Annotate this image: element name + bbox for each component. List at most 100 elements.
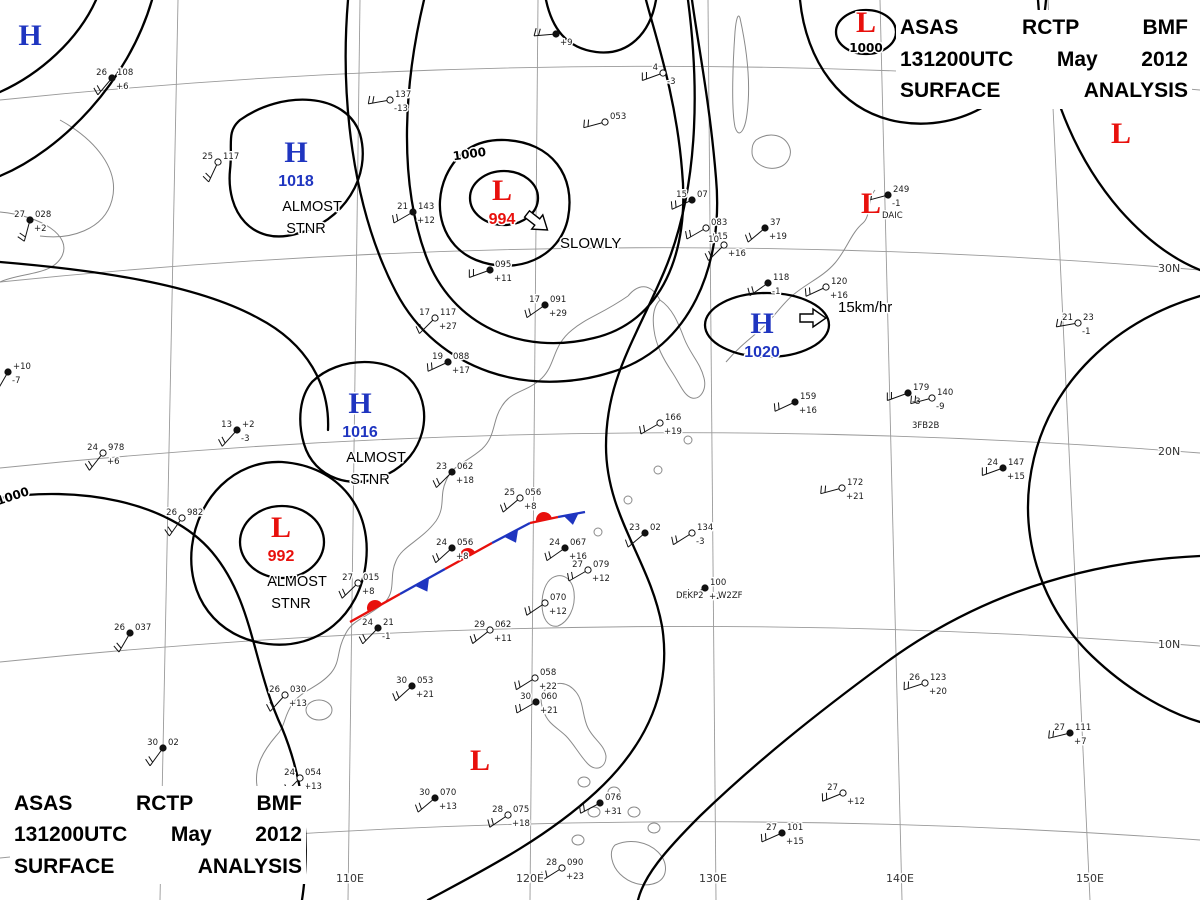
station-circle-icon: [688, 529, 696, 537]
station-circle-icon: [408, 682, 416, 690]
station-circle-icon: [531, 674, 539, 682]
station-plot: 13 +2 -3: [218, 419, 256, 447]
station-circle-icon: [778, 829, 786, 837]
wind-barb-icon: [671, 199, 693, 210]
station-plot: 166+19: [639, 412, 683, 439]
station-pressure: 091: [550, 295, 566, 305]
station-plot: 28 090 +23: [541, 857, 585, 884]
wind-barb-icon: [23, 219, 31, 242]
station-plot: 134-3: [671, 522, 715, 549]
wind-barb-tick-icon: [395, 691, 400, 698]
wind-barb-tick-icon: [96, 85, 102, 92]
wind-barb-icon: [761, 832, 783, 843]
wind-barb-icon: [526, 602, 546, 616]
station-plot: 27 015 +8: [338, 572, 381, 599]
wind-barb-tick-icon: [808, 287, 811, 295]
chart-id: ASAS RCTP BMF: [14, 791, 302, 815]
station-id-label: 3FB2B: [912, 421, 940, 431]
wind-barb-tick-icon: [1048, 730, 1050, 739]
station-plot: 140-9: [910, 387, 955, 414]
wind-barb-icon: [805, 286, 827, 297]
wind-barb-tick-icon: [548, 551, 552, 559]
station-circle-icon: [641, 529, 649, 537]
station-circle-icon: [431, 794, 439, 802]
station-tendency: +11: [494, 274, 512, 284]
wind-barb-tick-icon: [414, 804, 419, 813]
wind-barb-icon: [903, 682, 926, 691]
station-pressure: 07: [697, 190, 708, 200]
wind-barb-icon: [469, 269, 491, 278]
station-tendency: +17: [452, 366, 470, 376]
cold-front-pip: [415, 578, 429, 592]
station-temperature: 17: [529, 295, 540, 305]
title-block-bottom-left: ASAS RCTP BMF 131200UTC May 2012 SURFACE…: [10, 785, 306, 884]
station-tendency: +23: [566, 872, 584, 882]
wind-barb-tick-icon: [1060, 319, 1063, 327]
wind-barb-tick-icon: [824, 485, 827, 493]
station-temperature: 13: [221, 420, 232, 430]
wind-barb-tick-icon: [515, 705, 518, 714]
station-circle-icon: [761, 224, 769, 232]
warm-front-pip: [460, 548, 476, 560]
station-temperature: 25: [504, 488, 515, 498]
station-temperature: 4: [653, 63, 658, 73]
wind-barb-icon: [866, 194, 889, 202]
station-pressure: 118: [773, 273, 789, 283]
wind-barb-tick-icon: [266, 704, 271, 712]
wind-barb-icon: [118, 632, 131, 653]
pressure-symbol: L: [271, 511, 291, 544]
station-circle-icon: [1074, 319, 1082, 327]
station-temperature: 27: [1054, 723, 1065, 733]
pressure-symbol: L: [1111, 117, 1131, 150]
pressure-value: 992: [268, 548, 295, 565]
station-tendency: +16: [728, 249, 746, 259]
station-tendency: +13: [289, 699, 307, 709]
wind-barb-tick-icon: [218, 439, 223, 447]
movement-note: STNR: [286, 221, 325, 237]
wind-barb-tick-icon: [1052, 730, 1055, 738]
station-temperature: 21: [397, 202, 408, 212]
wind-barb-tick-icon: [744, 234, 749, 243]
station-id-label: DAIC: [882, 211, 903, 221]
isobar-label: 1000: [452, 145, 487, 164]
station-temperature: 15: [676, 190, 687, 200]
chart-datetime: 131200UTC May 2012: [14, 823, 302, 846]
station-temperature: 26: [114, 623, 125, 633]
pressure-system-l: L 994: [487, 173, 517, 230]
station-tendency: +7: [1074, 737, 1087, 747]
wind-barb-tick-icon: [499, 504, 504, 513]
warm-front-pip: [536, 512, 552, 522]
wind-barb-tick-icon: [338, 590, 343, 599]
station-plot: 26 982: [164, 507, 205, 537]
wind-barb-tick-icon: [675, 535, 678, 543]
wind-barb-tick-icon: [582, 804, 585, 812]
station-circle-icon: [374, 624, 382, 632]
chart-datetime: 131200UTC May 2012: [900, 47, 1188, 71]
wind-barb-tick-icon: [674, 200, 677, 208]
station-plot: 076+31: [578, 792, 623, 819]
wind-barb-tick-icon: [624, 539, 629, 548]
wind-barb-icon: [419, 317, 436, 334]
pressure-value: 1016: [342, 424, 378, 441]
station-plot: 26 037: [113, 622, 153, 653]
station-plot: 179-3: [886, 382, 931, 409]
station-temperature: 27: [572, 560, 583, 570]
wind-barb-icon: [747, 227, 766, 243]
wind-barb-icon: [221, 429, 238, 447]
station-pressure: 111: [1075, 723, 1091, 733]
station-tendency: +9: [560, 38, 573, 48]
pressure-symbol: H: [18, 19, 41, 52]
wind-barb-icon: [820, 487, 843, 495]
wind-barb-tick-icon: [435, 553, 440, 560]
station-circle-icon: [541, 301, 549, 309]
wind-barb-icon: [362, 627, 379, 645]
station-pressure: 079: [593, 560, 609, 570]
wind-barb-icon: [568, 569, 589, 582]
station-circle-icon: [1066, 729, 1074, 737]
station-circle-icon: [444, 358, 452, 366]
stationary-front: [349, 510, 586, 624]
longitude-label: 110E: [336, 872, 364, 885]
wind-barb-tick-icon: [469, 635, 474, 644]
